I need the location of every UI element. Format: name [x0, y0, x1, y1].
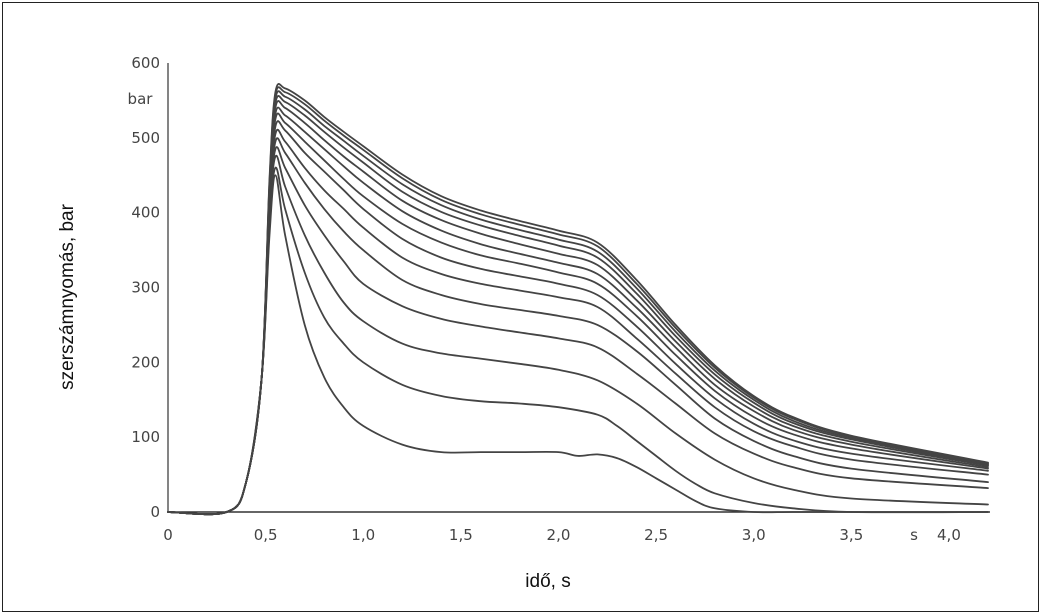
x-tick-label: 2,5 [644, 526, 668, 544]
x-axis-title: idő, s [525, 571, 571, 592]
y-tick-label: 100 [131, 428, 160, 446]
series-line-1 [167, 174, 989, 516]
series-line-8 [167, 112, 989, 516]
y-tick-label: 400 [131, 204, 160, 222]
y-tick-label: 600 [131, 54, 160, 72]
series-line-9 [167, 106, 989, 516]
series-line-5 [167, 137, 989, 516]
x-tick-label: 0 [163, 526, 173, 544]
y-tick-label: 300 [131, 279, 160, 297]
series-line-14 [167, 83, 989, 516]
x-unit-label: s [910, 526, 918, 544]
x-tick-label: 2,0 [547, 526, 571, 544]
x-tick-label: 1,0 [351, 526, 375, 544]
y-tick-label: 200 [131, 353, 160, 371]
y-tick-label: 500 [131, 129, 160, 147]
x-tick-label: 1,5 [449, 526, 473, 544]
x-tick-label: 3,0 [742, 526, 766, 544]
y-unit-label: bar [128, 90, 154, 108]
x-tick-label: 3,5 [839, 526, 863, 544]
x-tick-label: 4,0 [937, 526, 961, 544]
y-tick-label: 0 [150, 503, 160, 521]
x-tick-label: 0,5 [254, 526, 278, 544]
y-axis-title: szerszámnyomás, bar [57, 204, 78, 390]
series-line-3 [167, 154, 989, 516]
